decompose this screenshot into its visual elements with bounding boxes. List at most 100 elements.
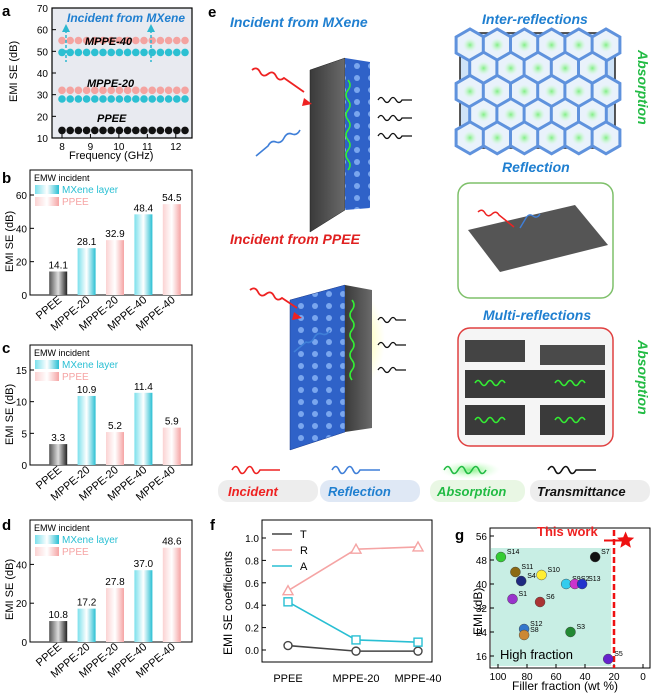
panel-f-point-R bbox=[411, 540, 425, 552]
panel-d-legend-title: EMW incident bbox=[34, 523, 90, 533]
inter-reflections-box bbox=[454, 27, 622, 156]
panel_d-bar bbox=[162, 547, 181, 642]
panel-f-legend: TRA bbox=[272, 529, 308, 573]
panel-f-legend-label: A bbox=[300, 561, 308, 573]
panel-a-data-point bbox=[140, 126, 148, 135]
panel-c-letter: c bbox=[2, 340, 10, 357]
panel_d-bar bbox=[134, 570, 153, 642]
panel-g-point-S5 bbox=[603, 653, 614, 665]
panel-f-point-A bbox=[283, 597, 293, 607]
legend-mxene-swatch bbox=[35, 535, 59, 544]
hexagon-absorption-glow bbox=[490, 84, 505, 99]
panel-g-ytick-label: 16 bbox=[476, 652, 488, 663]
hexagon-absorption-glow bbox=[476, 61, 491, 76]
panel-a-ytick-label: 10 bbox=[37, 134, 49, 145]
panel_b-ytick-label: 20 bbox=[16, 258, 28, 269]
hexagon-absorption-glow bbox=[517, 130, 532, 145]
panel-g-xtick-label: 40 bbox=[579, 672, 591, 683]
panel-a-data-point bbox=[123, 126, 132, 135]
panel-d-legend-ppee: PPEE bbox=[62, 547, 89, 558]
panel-c-legend-ppee: PPEE bbox=[62, 372, 89, 383]
panel_c-ytick-label: 0 bbox=[21, 461, 27, 472]
panel-g-point-label: S4 bbox=[527, 573, 536, 580]
panel_b-ytick-label: 40 bbox=[16, 224, 28, 235]
panel_d-bar-value-label: 17.2 bbox=[77, 598, 97, 609]
panel_c-bar-value-label: 5.9 bbox=[165, 417, 179, 428]
panel-a-data-point bbox=[132, 48, 140, 57]
panel-a-data-point bbox=[91, 48, 99, 57]
legend-reflection: Reflection bbox=[328, 484, 391, 499]
panel-a-data-point bbox=[123, 48, 132, 57]
panel-a-data-point bbox=[82, 48, 91, 57]
this-work-label: This work bbox=[537, 524, 598, 539]
panel-a-xtick-label: 10 bbox=[113, 142, 125, 153]
panel-a-data-point bbox=[58, 86, 66, 95]
hexagon-absorption-glow bbox=[571, 84, 586, 99]
panel-a-data-point bbox=[173, 95, 181, 103]
panel-f-ytick-label: 0.4 bbox=[245, 601, 259, 612]
panel-a-xticks: 8 9 10 11 12 bbox=[59, 134, 182, 153]
panel-a-data-point bbox=[91, 86, 99, 95]
panel-a-data-point bbox=[115, 95, 124, 103]
hexagon-absorption-glow bbox=[463, 130, 477, 145]
panel-a-data-point bbox=[164, 126, 173, 135]
panel-g-point-label: S12 bbox=[530, 621, 543, 628]
hexagon-absorption-glow bbox=[544, 84, 559, 99]
panel-d-yticks: 0 20 40 bbox=[16, 560, 34, 649]
panel-a-data-point bbox=[66, 126, 74, 135]
panel-a-data-point bbox=[91, 36, 99, 45]
hexagon-absorption-glow bbox=[599, 130, 613, 145]
panel_b-ytick-label: 60 bbox=[16, 191, 28, 202]
panel-c-legend-title: EMW incident bbox=[34, 348, 90, 358]
panel-a-data-point bbox=[156, 126, 165, 135]
panel-g-xtick-label: 20 bbox=[608, 672, 620, 683]
legend-absorption-glow bbox=[440, 461, 500, 479]
panel_d-bar bbox=[106, 588, 124, 642]
absorption-wave-bottom bbox=[349, 299, 355, 381]
incident-ppee-label: Incident from PPEE bbox=[230, 231, 361, 247]
panel-a-data-point bbox=[107, 95, 115, 103]
panel-a-data-point bbox=[107, 86, 115, 95]
panel-f-point-T bbox=[283, 640, 293, 651]
panel-f-ytick-label: 0.2 bbox=[245, 624, 259, 635]
hexagon-absorption-glow bbox=[503, 61, 518, 76]
panel-b-bars: 14.1 28.1 32.9 48.4 54.5 bbox=[48, 193, 182, 295]
panel-a-yticks: 10 20 30 40 50 60 70 bbox=[37, 4, 56, 145]
panel-a-data-point bbox=[99, 86, 107, 95]
hexagon-absorption-glow bbox=[585, 61, 600, 76]
panel-a-data-point bbox=[148, 36, 156, 45]
panel-a-data-point bbox=[58, 95, 66, 103]
panel-g-ytick-label: 56 bbox=[476, 532, 488, 543]
panel-a-label-ppee: PPEE bbox=[97, 113, 127, 125]
panel-b-legend-ppee: PPEE bbox=[62, 197, 89, 208]
panel-a-data-point bbox=[99, 95, 107, 103]
panel_d-ytick-label: 20 bbox=[16, 599, 28, 610]
panel-a-data-point bbox=[173, 48, 181, 57]
legend-ppee-swatch bbox=[35, 547, 59, 556]
legend-transmittance: Transmittance bbox=[537, 484, 626, 499]
panel-a-data-point bbox=[99, 48, 107, 57]
panel-g-xtick-label: 60 bbox=[550, 672, 562, 683]
panel-g-point-label: S13 bbox=[588, 576, 601, 583]
panel-f-ytick-label: 1.0 bbox=[245, 534, 259, 545]
panel_b-bar bbox=[106, 240, 124, 295]
panel-a-xtick-label: 12 bbox=[170, 142, 182, 153]
panel_c-bar bbox=[162, 427, 181, 465]
panel-f-legend-label: T bbox=[300, 529, 307, 541]
panel-d-letter: d bbox=[2, 517, 11, 534]
absorption-wave-top bbox=[345, 79, 351, 171]
panel-a-data-point bbox=[74, 126, 83, 135]
panel-g-point-S14 bbox=[495, 551, 507, 563]
hexagon-absorption-glow bbox=[599, 38, 613, 52]
panel-g-points: S14S11S4S10S7S9S2S13S1S6S12S8S3S5 bbox=[495, 531, 635, 665]
panel-a-data-point bbox=[82, 86, 91, 95]
panel-a-data-point bbox=[123, 86, 132, 95]
absorption-label-bottom: Absorption bbox=[635, 339, 651, 415]
panel_d-bar bbox=[49, 621, 68, 642]
panel-f-category-label: MPPE-40 bbox=[394, 673, 441, 685]
panel_d-bar-value-label: 27.8 bbox=[105, 577, 125, 588]
